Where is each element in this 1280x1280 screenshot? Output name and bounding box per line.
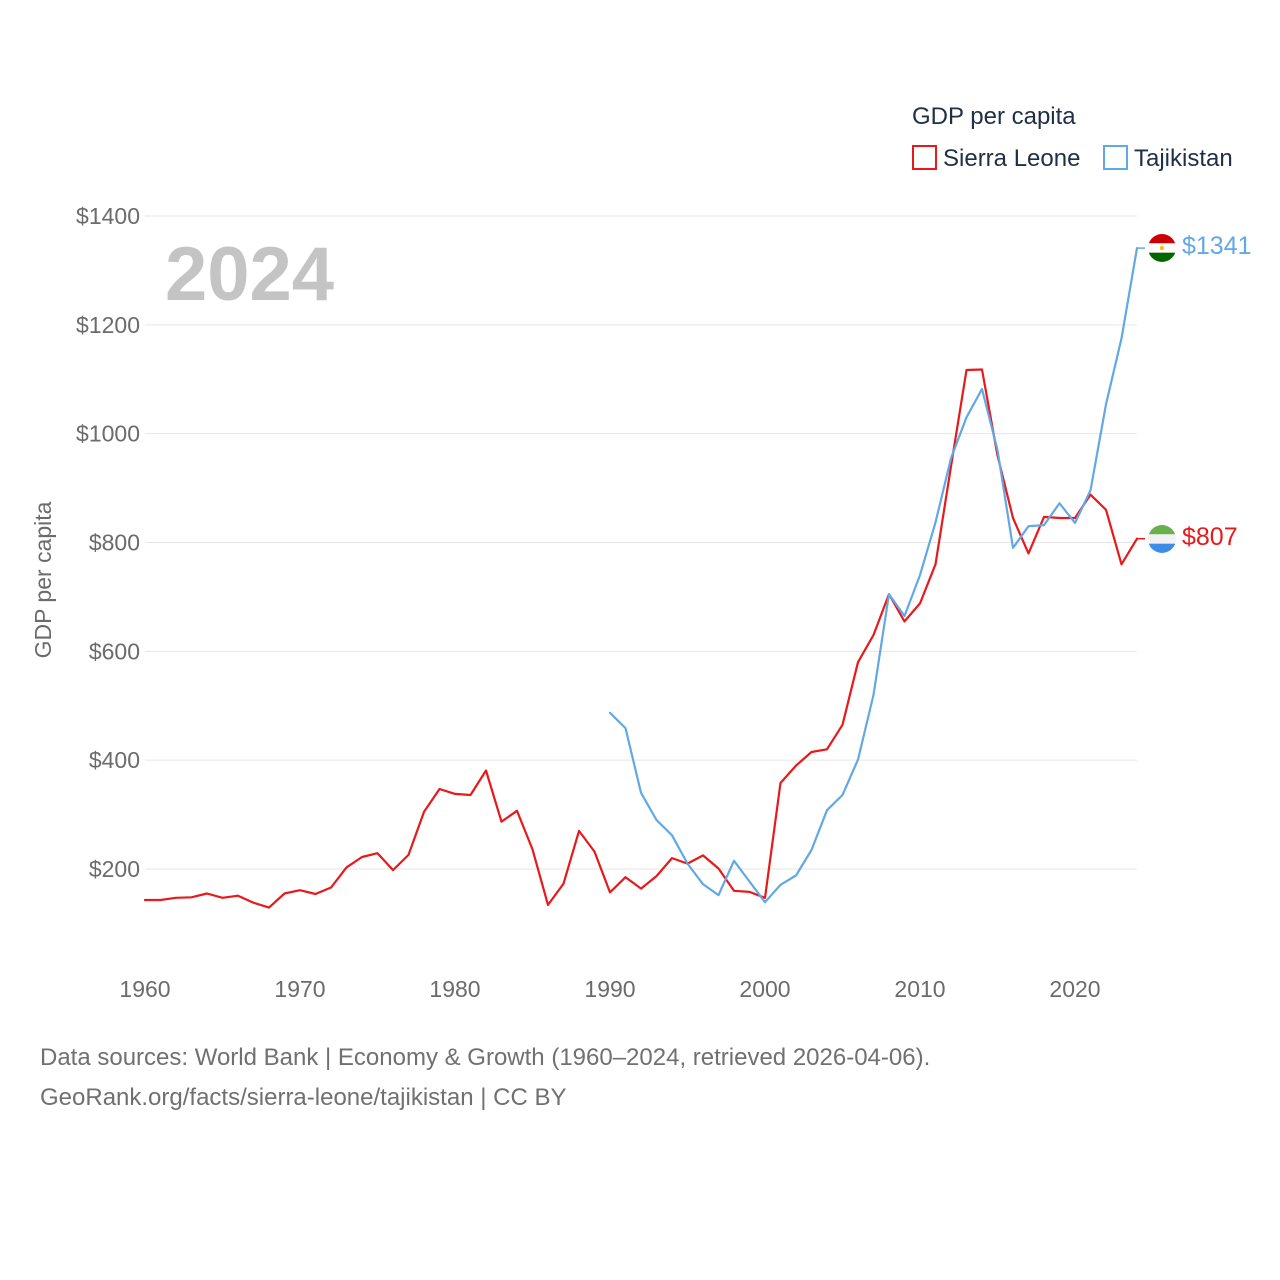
- y-axis-label: GDP per capita: [30, 501, 56, 658]
- series-line-sierra-leone[interactable]: [143, 368, 1139, 909]
- y-tick-label-1000: $1000: [76, 421, 140, 447]
- year-label: 2024: [165, 232, 334, 317]
- legend-title: GDP per capita: [912, 103, 1076, 130]
- x-tick-label-2010: 2010: [894, 976, 945, 1002]
- y-tick-label-1200: $1200: [76, 312, 140, 338]
- legend-label-sierra-leone: Sierra Leone: [943, 145, 1080, 172]
- legend-label-tajikistan: Tajikistan: [1134, 145, 1233, 172]
- sierra-leone-flag-icon: [1148, 525, 1176, 553]
- footer-credit[interactable]: GeoRank.org/facts/sierra-leone/tajikista…: [40, 1084, 567, 1111]
- y-tick-label-200: $200: [89, 856, 140, 882]
- x-tick-label-2020: 2020: [1049, 976, 1100, 1002]
- x-tick-label-2000: 2000: [739, 976, 790, 1002]
- x-tick-label-1960: 1960: [119, 976, 170, 1002]
- legend-item-sierra-leone[interactable]: Sierra Leone: [912, 145, 1080, 172]
- tajikistan-flag-icon: [1148, 234, 1176, 262]
- legend-swatch-sierra-leone: [912, 145, 937, 170]
- grid-lines: [145, 215, 1137, 870]
- series-line-tajikistan[interactable]: [608, 247, 1139, 904]
- legend-swatch-tajikistan: [1103, 145, 1128, 170]
- x-tick-label-1980: 1980: [429, 976, 480, 1002]
- x-axis-ticks: 1960 1970 1980 1990 2000 2010 2020: [119, 976, 1100, 1002]
- footer-source: Data sources: World Bank | Economy & Gro…: [40, 1044, 931, 1071]
- y-axis-ticks: $200 $400 $600 $800 $1000 $1200 $1400: [76, 203, 140, 882]
- legend-item-tajikistan[interactable]: Tajikistan: [1103, 145, 1233, 172]
- y-tick-label-600: $600: [89, 638, 140, 664]
- y-tick-label-400: $400: [89, 747, 140, 773]
- end-value-label-sierra-leone: $807: [1182, 523, 1238, 551]
- x-tick-label-1990: 1990: [584, 976, 635, 1002]
- y-tick-label-800: $800: [89, 530, 140, 556]
- series-lines: [143, 247, 1145, 909]
- end-value-label-tajikistan: $1341: [1182, 232, 1252, 260]
- x-tick-label-1970: 1970: [274, 976, 325, 1002]
- legend: GDP per capita Sierra Leone Tajikistan: [912, 103, 1233, 172]
- y-tick-label-1400: $1400: [76, 203, 140, 229]
